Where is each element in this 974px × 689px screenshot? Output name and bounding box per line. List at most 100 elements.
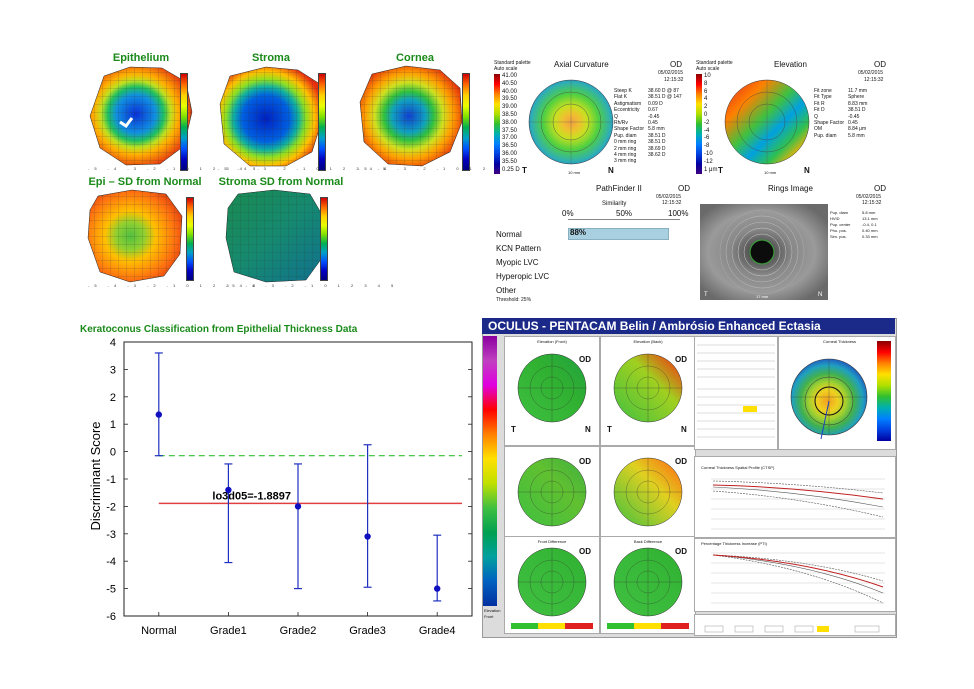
x-tick-label: Normal	[141, 625, 176, 637]
pentacam-corner-n: N	[585, 425, 591, 434]
axial-corner-t: T	[522, 166, 527, 175]
data-point	[225, 486, 232, 494]
axial-color-scale	[494, 74, 500, 174]
elevation-date: 05/02/2015	[858, 70, 884, 76]
pentacam-elevation-map	[613, 547, 683, 617]
elevation-corner-n: N	[804, 166, 810, 175]
y-tick-label: 2	[110, 392, 116, 404]
pentacam-panel-title: Back Difference	[633, 539, 663, 544]
pentacam-panel-title: Front Difference	[537, 539, 567, 544]
category-other: Other	[496, 286, 517, 295]
chart-title: Keratoconus Classification from Epitheli…	[80, 324, 358, 335]
data-point	[294, 503, 302, 510]
chart-marks: 4 3 2 1 0 -1 -2 -3 -4 -5 -6 Normal Grade1 Grade2 Grade…	[106, 337, 473, 637]
pentacam-elevation-panel: Elevation (Back) OD T N	[600, 336, 696, 446]
pentacam-panel-eye: OD	[675, 355, 687, 364]
cornea-thickness-map	[359, 65, 463, 167]
axial-corner-n: N	[608, 166, 614, 175]
x-tick-label: Grade4	[419, 625, 456, 637]
elevation-title: Elevation	[774, 60, 807, 69]
ctsp-title: Corneal Thickness Spatial Profile (CTSP)	[701, 465, 775, 470]
axial-scale-values: 41.00 40.50 40.00 39.50 39.00 38.50 38.0…	[502, 73, 520, 173]
pentacam-elevation-map	[517, 457, 587, 527]
pentacam-corner-t: T	[607, 425, 612, 434]
axial-curvature-panel: Standard palette Auto scale Axial Curvat…	[492, 56, 692, 178]
reference-strip-cells	[704, 625, 880, 633]
pentacam-panel-title: Elevation (Back)	[633, 339, 663, 344]
discriminant-chart: Discriminant Score 4 3 2 1 0 -1 -2 -3 -4 -5 -6 Norm…	[88, 337, 473, 637]
pentacam-elevation-panel: Elevation (Front) OD T N	[504, 336, 600, 446]
map-title-stroma: Stroma	[252, 52, 290, 64]
elevation-params: Fit zone Fit Type Fit R Fit D Q Shape Fa…	[814, 88, 845, 139]
pentacam-elevation-map	[517, 547, 587, 617]
pathfinder-date: 05/02/2015	[656, 194, 682, 200]
pentacam-panel-eye: OD	[675, 457, 687, 466]
x-tick-label: Grade1	[210, 625, 247, 637]
axial-scale-length: 10 mm	[568, 170, 581, 175]
map-title-epithelium: Epithelium	[112, 52, 170, 64]
pentacam-status-strip	[511, 623, 593, 629]
y-axis-label: Discriminant Score	[88, 421, 103, 530]
stroma-sd-color-scale	[320, 197, 328, 281]
pathfinder-time: 12:15:32	[662, 200, 682, 206]
elevation-panel: Standard palette Auto scale Elevation OD…	[696, 56, 892, 178]
pentacam-panel-eye: OD	[579, 547, 591, 556]
pti-graph: Percentage Thickness Increase (PTI)	[694, 538, 896, 612]
cornea-x-ticks: -5 -4 -3 -2 -1 0 1 2 3 4 5	[358, 166, 531, 171]
rings-values: 5.8 mm 13.1 mm -0.4, 0.1 0.40 mm 0.33 mm	[862, 210, 878, 239]
pti-plot	[711, 552, 885, 604]
rings-title: Rings Image	[768, 184, 813, 193]
map-title-stroma-sd: Stroma SD from Normal	[218, 176, 344, 188]
y-tick-label: -1	[106, 474, 116, 486]
pathfinder-similarity-label: Similarity	[602, 201, 627, 207]
epithelium-color-scale	[180, 73, 188, 171]
normal-similarity-value: 88%	[570, 228, 587, 237]
y-tick-label: -3	[106, 529, 116, 541]
rings-date: 05/02/2015	[856, 194, 882, 200]
patient-info-lines	[697, 344, 775, 438]
map-title-cornea: Cornea	[396, 52, 434, 64]
pentacam-corner-n: N	[681, 425, 687, 434]
y-tick-label: 0	[110, 447, 116, 459]
axial-values: 38.60 D @ 87 38.51 D @ 147 0.09 D 0.67 -…	[648, 88, 682, 159]
pentacam-elevation-map	[517, 353, 587, 423]
corneal-thickness-box: Corneal Thickness	[778, 336, 896, 450]
rings-params: Pup. diam HVID Pup. center Pho. pos. Sim…	[830, 210, 851, 239]
axial-params: Steep K Flat K Astigmatism Eccentricity …	[614, 88, 645, 165]
pentacam-elevation-map	[613, 457, 683, 527]
y-tick-label: 1	[110, 419, 116, 431]
pentacam-header: OCULUS - PENTACAM Belin / Ambrósio Enhan…	[482, 318, 895, 334]
pentacam-elevation-panel: Back Difference OD	[600, 536, 696, 634]
epithelium-thickness-map	[89, 66, 193, 166]
rings-image-panel: Rings Image OD 05/02/2015 12:15:32 T N 1…	[696, 182, 892, 300]
corneal-thickness-scale	[877, 341, 891, 441]
category-myopic: Myopic LVC	[496, 258, 539, 267]
stroma-thickness-map	[219, 66, 323, 167]
elevation-scale-mode: Auto scale	[696, 66, 720, 72]
elevation-corner-t: T	[718, 166, 723, 175]
ctsp-plot	[711, 478, 885, 530]
corneal-thickness-map	[790, 358, 868, 440]
ctsp-graph: Corneal Thickness Spatial Profile (CTSP)	[694, 456, 896, 538]
pentacam-panel-eye: OD	[675, 547, 687, 556]
patient-info-box	[694, 336, 778, 450]
pathfinder-axis-line	[568, 219, 680, 220]
normal-similarity-bar	[568, 228, 669, 240]
rings-scale-length: 17 mm	[756, 294, 769, 299]
elevation-map	[724, 79, 810, 165]
pentacam-footer-left: Elevation	[484, 608, 501, 613]
pti-title: Percentage Thickness Increase (PTI)	[701, 541, 767, 546]
elevation-scale-values: 10 8 6 4 2 0 -2 -4 -6 -8 -10 -12 1 μm	[704, 73, 718, 173]
data-point	[434, 585, 441, 592]
epi-sd-x-ticks: -5 -4 -3 -2 -1 0 1 2 3 4 5	[88, 283, 261, 288]
epi-sd-map	[87, 189, 183, 283]
pathfinder-axis-0: 0%	[562, 209, 574, 218]
rings-corner-n: N	[818, 292, 822, 298]
corneal-thickness-title: Corneal Thickness	[823, 339, 857, 344]
y-tick-label: -5	[106, 584, 116, 596]
pentacam-scale-footer: Elevation Front	[484, 608, 500, 620]
y-tick-label: -2	[106, 501, 116, 513]
elevation-eye: OD	[874, 60, 886, 69]
stroma-color-scale	[318, 73, 326, 171]
pentacam-elevation-map	[613, 353, 683, 423]
